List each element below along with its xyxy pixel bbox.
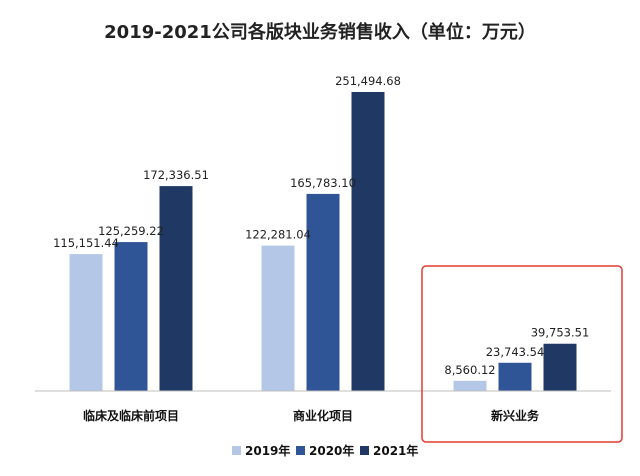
bars-group <box>69 92 577 392</box>
bar-2019年-商业化项目 <box>261 245 295 391</box>
bar-2021年-临床及临床前项目 <box>159 186 193 391</box>
highlight-box <box>421 265 623 443</box>
bar-2020年-新兴业务 <box>498 362 532 391</box>
category-label: 商业化项目 <box>293 408 353 423</box>
legend-swatch <box>232 446 241 455</box>
bar-2019年-临床及临床前项目 <box>69 254 103 391</box>
bar-2021年-商业化项目 <box>351 92 385 392</box>
legend-label: 2020年 <box>309 443 354 458</box>
legend-swatch <box>296 446 305 455</box>
data-label: 125,259.22 <box>98 224 164 238</box>
data-label: 115,151.44 <box>53 236 119 250</box>
data-label: 172,336.51 <box>143 168 209 182</box>
data-label: 165,783.10 <box>290 176 356 190</box>
legend: 2019年 2020年 2021年 <box>232 443 418 458</box>
category-label: 新兴业务 <box>491 408 540 423</box>
category-label: 临床及临床前项目 <box>83 408 179 423</box>
data-label: 122,281.04 <box>245 228 311 242</box>
legend-label: 2021年 <box>373 443 418 458</box>
category-labels: 临床及临床前项目 商业化项目 新兴业务 <box>83 408 540 423</box>
data-label: 251,494.68 <box>335 74 401 88</box>
bar-2020年-临床及临床前项目 <box>114 242 148 391</box>
legend-label: 2019年 <box>245 443 290 458</box>
data-label: 39,753.51 <box>531 326 590 340</box>
legend-swatch <box>360 446 369 455</box>
chart-title: 2019-2021公司各版块业务销售收入（单位：万元） <box>104 21 536 43</box>
data-label: 23,743.54 <box>486 345 545 359</box>
bar-2019年-新兴业务 <box>453 380 487 391</box>
data-label: 8,560.12 <box>444 363 495 377</box>
bar-2021年-新兴业务 <box>543 343 577 391</box>
bar-2020年-商业化项目 <box>306 193 340 391</box>
